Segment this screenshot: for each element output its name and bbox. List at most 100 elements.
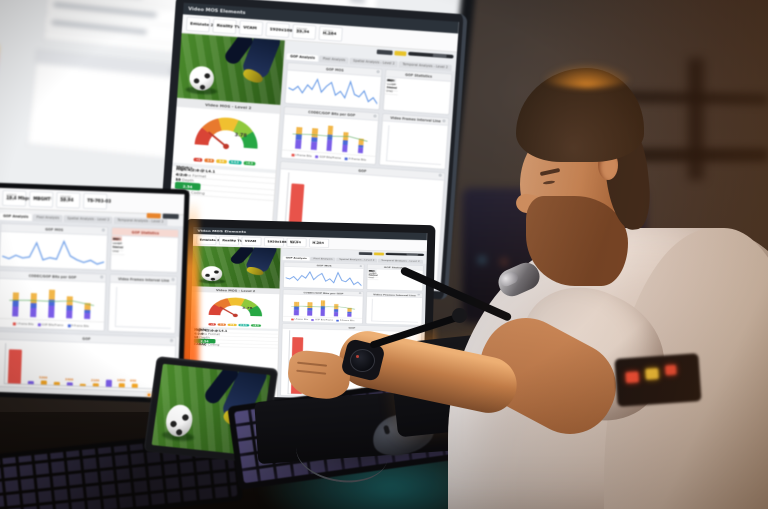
header-field: Format VCAM	[238, 20, 264, 37]
console-button-red[interactable]	[665, 364, 677, 376]
legend-item: I-Frame Bits	[291, 153, 312, 158]
person-ear	[598, 150, 618, 180]
gop-bar: 1800	[117, 378, 125, 388]
legend-chip: 1-3	[204, 158, 215, 164]
legend-item: I-Frame Bits	[12, 321, 34, 326]
codec-bits-panel: CODEC/GOP Bits per GOP ⚙ I-Frame Bits GOP …	[280, 106, 380, 166]
gop-bar	[7, 349, 22, 384]
legend-item: I-Frame Bits	[290, 318, 308, 321]
header-field: Format VCAM	[241, 236, 262, 247]
timeline-scrubber[interactable]	[385, 252, 425, 256]
video-preview[interactable]	[191, 246, 281, 289]
gop-statistics-table: CountMinAvgMaxNo. GOP Frames30122460No. …	[111, 235, 125, 255]
soccer-ball	[200, 265, 223, 282]
header-field: Frame Rate 59.94	[286, 237, 307, 248]
record-indicator	[394, 50, 407, 56]
gop-bar: 2100	[91, 378, 99, 387]
console-button[interactable]	[506, 355, 518, 365]
panel-title: Video Frames Interval Line	[118, 276, 170, 283]
legend-chip: >4.5	[243, 160, 256, 166]
gear-icon[interactable]: ⚙	[99, 274, 104, 280]
person-eye	[542, 180, 556, 185]
gear-icon[interactable]: ⚙	[373, 113, 377, 119]
gear-icon[interactable]: ⚙	[169, 337, 174, 344]
gop-mos-panel: GOP MOS ⚙	[0, 222, 109, 271]
hair-rim-light	[538, 62, 636, 88]
aux-button-panel[interactable]	[614, 353, 702, 407]
panels-grid: GOP MOS ⚙ GOP Statistics CountMinAvgMaxNo…	[0, 219, 184, 338]
toolbar-button[interactable]	[376, 49, 393, 55]
video-mos-gauge: 3.78	[190, 291, 280, 324]
toolbar-button[interactable]	[162, 213, 179, 219]
bar-value-label: 950	[129, 378, 137, 383]
timeline-scrubber[interactable]	[408, 51, 454, 59]
header-field: Flow Emulate 2	[185, 16, 214, 33]
console-button-red[interactable]	[436, 382, 448, 392]
mic-arm-joint	[452, 308, 467, 323]
header-field: Program Reality TV-Sports	[218, 236, 256, 246]
legend-chip: 4-4.5	[228, 159, 242, 165]
console-button-yellow[interactable]	[420, 362, 433, 372]
gear-icon[interactable]: ⚙	[438, 172, 443, 178]
gear-icon[interactable]: ⚙	[441, 118, 446, 123]
toolbar-button[interactable]	[358, 251, 373, 255]
video-switcher-console[interactable]	[388, 328, 546, 438]
legend-chip: 1-3	[217, 323, 227, 327]
legend-chip: 3-4	[227, 323, 237, 327]
gear-icon[interactable]: ⚙	[101, 227, 106, 233]
gauge-value: 3.78	[242, 306, 253, 311]
gop-bar: 950	[130, 378, 138, 388]
console-button[interactable]	[494, 380, 506, 390]
header-field: Resolution 1920x1080	[265, 22, 295, 39]
console-button-yellow[interactable]	[451, 353, 464, 363]
panel-title: GOP	[348, 326, 356, 329]
header-field: Frame Rate 59.94	[291, 23, 317, 40]
console-button-yellow[interactable]	[645, 367, 659, 380]
gear-icon[interactable]: ⚙	[376, 69, 380, 75]
gear-icon[interactable]: ⚙	[358, 291, 362, 295]
chart-legend: I-Frame Bits GOP Bits/Frame P-Frame Bits	[282, 316, 363, 324]
background-shelf-post	[688, 58, 704, 180]
console-button-red[interactable]	[454, 377, 466, 387]
header-field: Video Codec H.264	[318, 25, 343, 42]
legend-item: GOP Bits/Frame	[315, 154, 341, 160]
gop-bar: 5200	[39, 376, 47, 385]
panel-title: GOP MOS	[316, 264, 332, 267]
gop-panel: GOP ⚙ 5200 3400 2100 1800 950	[0, 330, 177, 394]
legend-item: GOP Bits/Frame	[311, 319, 333, 321]
gop-mos-panel: GOP MOS ⚙	[282, 261, 365, 290]
codec-bits-chart	[282, 294, 364, 319]
header-field: Frame Rate 59.94	[55, 191, 81, 209]
gop-bar	[105, 379, 112, 387]
console-button-yellow[interactable]	[405, 367, 417, 377]
person-eyebrow	[539, 167, 561, 177]
gauge-pivot	[232, 313, 238, 318]
frames-interval-panel: Video Frames Interval Line ⚙	[365, 291, 423, 326]
gop-bar	[290, 337, 304, 394]
av-receiver	[462, 188, 647, 323]
console-button-red[interactable]	[625, 371, 640, 384]
gear-icon[interactable]: ⚙	[171, 276, 176, 283]
gop-bar	[53, 382, 60, 386]
console-button-cyan[interactable]	[473, 346, 484, 356]
legend-chip: <1	[208, 322, 217, 326]
gear-icon[interactable]: ⚙	[417, 293, 421, 297]
warm-desk-glow	[520, 430, 760, 509]
header-field: Program Reality TV-Sports	[212, 18, 257, 35]
panel-title: GOP MOS	[325, 67, 344, 73]
panel-title: GOP	[82, 336, 91, 341]
bar-value-label: 3400	[64, 376, 74, 382]
header-field: Video Type MBGHT	[28, 190, 54, 208]
console-button-yellow[interactable]	[436, 357, 449, 368]
frames-interval-panel: Video Frames Interval Line ⚙	[107, 273, 179, 335]
gear-icon[interactable]: ⚙	[359, 264, 363, 268]
header-field: Stream TS-703-03	[82, 192, 111, 210]
video-preview[interactable]	[177, 33, 285, 106]
gop-mos-chart	[284, 267, 364, 289]
header-field: Flow Emulate 2	[196, 235, 220, 245]
gop-statistics-panel: GOP Statistics CountMinAvgMaxNo. GOP Fra…	[383, 69, 452, 116]
codec-bits-panel: CODEC/GOP Bits per GOP ⚙ I-Frame Bits GOP …	[281, 289, 365, 324]
gop-mos-chart	[285, 70, 381, 109]
console-button[interactable]	[490, 360, 502, 370]
